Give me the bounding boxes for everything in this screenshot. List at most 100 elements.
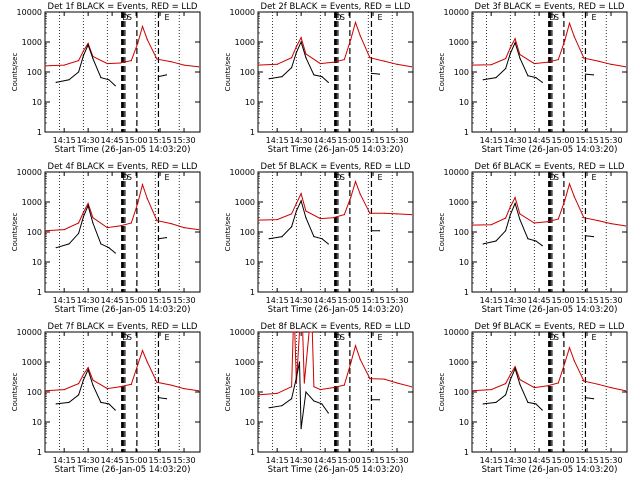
marker-label: D (335, 173, 341, 182)
data-point (106, 387, 108, 390)
y-tick-label: 1 (464, 448, 469, 457)
chart-title: Det 8f BLACK = Events, RED = LLD (261, 322, 411, 332)
data-point (87, 205, 89, 207)
x-tick-label: 15:30 (172, 136, 195, 145)
data-point (624, 225, 627, 227)
data-point (305, 217, 307, 219)
data-point (119, 386, 121, 388)
y-tick-label: 1000 (235, 198, 255, 207)
marker-label: S (340, 13, 345, 22)
y-tick-label: 100 (240, 388, 255, 397)
data-point (313, 236, 315, 238)
x-tick-label: 14:45 (314, 296, 337, 305)
data-point (170, 384, 172, 386)
y-tick-label: 10000 (230, 168, 255, 177)
y-tick-label: 100 (454, 388, 469, 397)
data-point (564, 362, 566, 364)
y-tick-label: 10000 (230, 8, 255, 17)
data-point (597, 60, 599, 62)
data-point (92, 379, 94, 381)
data-point (146, 39, 148, 41)
x-tick-label: 15:15 (362, 456, 385, 465)
data-point (100, 243, 102, 245)
data-point (82, 211, 84, 214)
x-tick-label: 15:15 (576, 136, 599, 145)
data-point (624, 66, 627, 68)
data-point (87, 44, 89, 46)
data-point (471, 224, 473, 226)
y-tick-label: 10 (245, 418, 255, 427)
series-line (44, 24, 199, 68)
data-point (519, 383, 521, 385)
data-point (92, 222, 94, 224)
y-tick-label: 1 (250, 288, 255, 297)
x-tick-label: 14:15 (266, 296, 289, 305)
data-point (527, 401, 529, 404)
data-point (300, 37, 302, 39)
y-axis-label: Counts/sec (11, 373, 19, 412)
data-point (504, 230, 507, 232)
marker-label: E (591, 333, 596, 342)
data-point (533, 63, 535, 65)
chart-title: Det 7f BLACK = Events, RED = LLD (48, 322, 198, 332)
data-point (350, 362, 352, 364)
y-axis-label: Counts/sec (438, 53, 446, 92)
y-tick-label: 1 (250, 448, 255, 457)
data-point (319, 389, 321, 391)
y-tick-label: 10000 (444, 328, 469, 337)
data-point (82, 55, 84, 57)
data-point (332, 217, 334, 219)
series-line (257, 180, 412, 221)
x-tick-label: 15:00 (552, 136, 575, 145)
x-tick-label: 14:30 (77, 296, 100, 305)
x-tick-label: 15:15 (362, 296, 385, 305)
data-point (583, 217, 585, 219)
data-point (137, 42, 139, 44)
data-point (509, 47, 511, 49)
data-point (495, 77, 497, 79)
marker-label: S (127, 173, 132, 182)
x-tick-label: 14:15 (266, 456, 289, 465)
data-point (546, 385, 548, 387)
x-tick-label: 14:30 (504, 456, 527, 465)
data-point (343, 384, 345, 386)
data-point (298, 331, 301, 333)
data-point (471, 64, 473, 66)
series-line (471, 21, 626, 68)
x-tick-label: 14:15 (53, 456, 76, 465)
data-point (509, 52, 511, 54)
y-tick-label: 10 (32, 98, 42, 107)
data-point (535, 403, 537, 405)
data-point (519, 218, 521, 221)
y-tick-label: 100 (27, 388, 42, 397)
marker-label: D (549, 333, 555, 342)
data-point (519, 57, 521, 59)
data-point (119, 62, 121, 64)
data-point (319, 63, 321, 65)
data-point (100, 401, 102, 404)
y-tick-label: 1 (464, 288, 469, 297)
y-tick-label: 10000 (444, 8, 469, 17)
data-point (156, 381, 158, 383)
series-line (269, 361, 380, 429)
data-point (504, 57, 507, 60)
x-tick-label: 14:15 (53, 296, 76, 305)
data-point (77, 394, 80, 396)
x-tick-label: 15:00 (552, 296, 575, 305)
data-point (302, 331, 304, 333)
data-point (514, 366, 516, 368)
chart-title: Det 6f BLACK = Events, RED = LLD (475, 162, 625, 172)
y-axis-label: Counts/sec (438, 213, 446, 252)
marker-label: S (127, 333, 132, 342)
y-tick-label: 1000 (22, 38, 42, 47)
data-point (583, 57, 585, 59)
data-point (514, 42, 516, 44)
data-point (573, 360, 575, 362)
data-point (68, 243, 70, 245)
data-point (490, 64, 492, 66)
x-tick-label: 15:15 (576, 456, 599, 465)
data-point (332, 387, 334, 389)
x-tick-label: 15:30 (599, 296, 622, 305)
x-tick-label: 14:30 (290, 456, 313, 465)
